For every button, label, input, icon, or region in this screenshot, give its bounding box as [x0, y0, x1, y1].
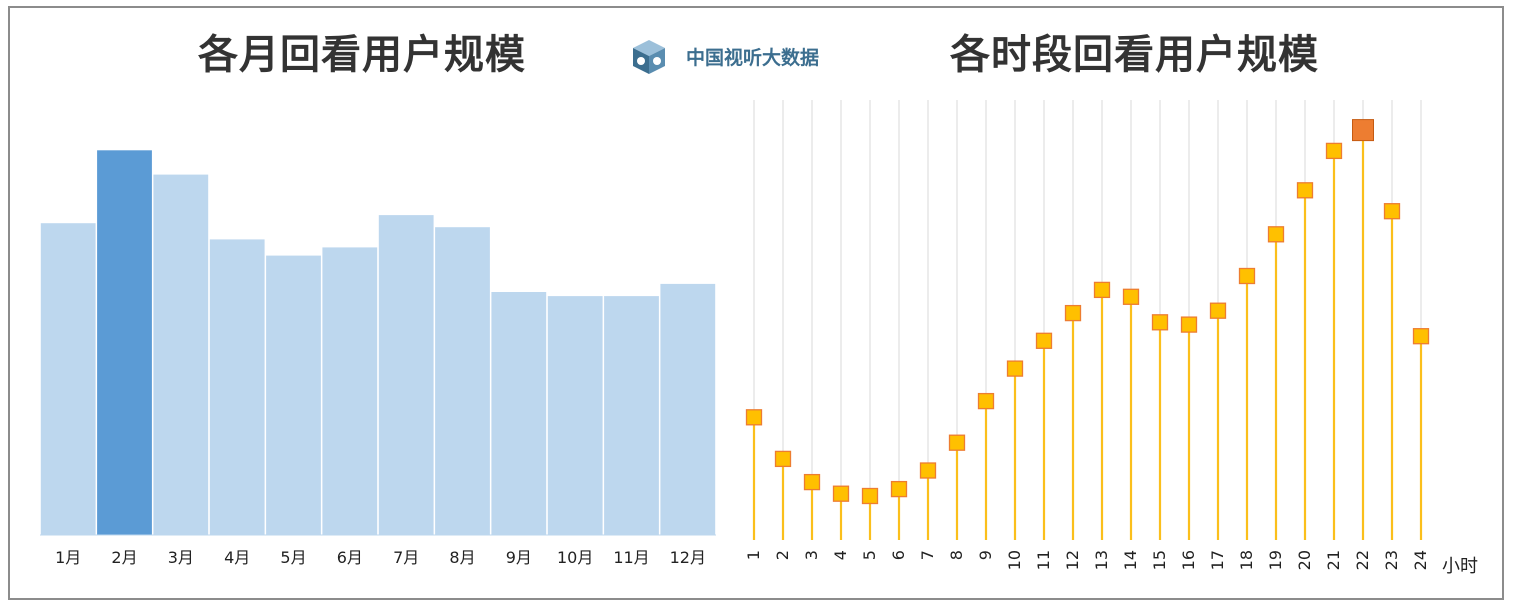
hour-tick-label: 3	[802, 550, 821, 560]
hour-tick-label: 21	[1324, 550, 1343, 570]
hour-tick-label: 9	[976, 550, 995, 560]
hour-tick-label: 7	[918, 550, 937, 560]
month-tick-label: 6月	[337, 548, 363, 567]
marker-4	[832, 485, 850, 502]
month-tick-label: 1月	[55, 548, 81, 567]
marker-2	[774, 450, 792, 468]
bar-11	[604, 296, 659, 535]
marker-21	[1325, 142, 1343, 160]
bar-2	[97, 150, 152, 536]
month-tick-label: 12月	[670, 548, 706, 567]
bar-9	[491, 292, 547, 535]
hour-tick-label: 2	[773, 550, 792, 560]
marker-1	[745, 409, 763, 426]
hour-tick-label: 17	[1208, 550, 1227, 570]
bar-6	[322, 247, 378, 535]
marker-10	[1006, 360, 1024, 377]
hour-tick-label: 19	[1266, 550, 1285, 570]
marker-16	[1180, 316, 1198, 333]
marker-6	[890, 480, 908, 498]
marker-24	[1412, 328, 1430, 345]
hour-tick-label: 22	[1353, 550, 1372, 570]
marker-8	[948, 434, 966, 451]
chart-frame	[8, 6, 1504, 600]
bar-1	[40, 223, 96, 535]
logo-text: 中国视听大数据	[686, 46, 820, 69]
bar-10	[547, 296, 603, 535]
month-tick-label: 2月	[111, 548, 137, 567]
marker-3	[803, 473, 821, 491]
hour-tick-label: 6	[889, 550, 908, 560]
hour-tick-label: 5	[860, 550, 879, 560]
bar-4	[209, 239, 265, 535]
hour-tick-label: 1	[744, 550, 763, 560]
hour-tick-label: 20	[1295, 550, 1314, 570]
bar-12	[660, 283, 716, 535]
hour-tick-label: 15	[1150, 550, 1169, 570]
hour-tick-label: 14	[1121, 550, 1140, 570]
marker-14	[1122, 288, 1140, 305]
bar-3	[153, 174, 209, 535]
month-tick-label: 4月	[224, 548, 250, 567]
hour-tick-label: 4	[831, 550, 850, 560]
marker-22	[1352, 119, 1374, 142]
hour-tick-label: 24	[1411, 550, 1430, 570]
month-tick-label: 5月	[280, 548, 306, 567]
marker-13	[1093, 281, 1111, 299]
marker-17	[1209, 302, 1227, 319]
marker-11	[1035, 332, 1053, 349]
month-tick-label: 8月	[449, 548, 475, 567]
hour-tick-label: 10	[1005, 550, 1024, 570]
marker-12	[1064, 304, 1082, 322]
tv-cube-icon	[633, 40, 665, 74]
marker-18	[1238, 267, 1256, 285]
marker-20	[1296, 182, 1314, 199]
hour-tick-label: 11	[1034, 550, 1053, 570]
bar-7	[378, 215, 434, 535]
marker-9	[977, 392, 995, 410]
bar-8	[435, 227, 490, 535]
month-tick-label: 11月	[613, 548, 649, 567]
marker-15	[1151, 314, 1169, 331]
marker-5	[861, 487, 879, 505]
marker-7	[919, 462, 937, 479]
hour-tick-label: 18	[1237, 550, 1256, 570]
hour-tick-label: 13	[1092, 550, 1111, 570]
logo: 中国视听大数据	[630, 36, 819, 76]
marker-19	[1267, 226, 1285, 243]
marker-23	[1383, 203, 1401, 220]
month-tick-label: 9月	[506, 548, 532, 567]
monthly-chart-title: 各月回看用户规模	[198, 32, 526, 78]
hour-tick-label: 16	[1179, 550, 1198, 570]
hourly-chart-title: 各时段回看用户规模	[950, 32, 1319, 78]
month-tick-label: 10月	[557, 548, 593, 567]
hour-tick-label: 12	[1063, 550, 1082, 570]
x-axis-unit-label: 小时	[1442, 556, 1478, 577]
month-tick-label: 3月	[168, 548, 194, 567]
hour-tick-label: 23	[1382, 550, 1401, 570]
month-tick-label: 7月	[393, 548, 419, 567]
bar-5	[266, 255, 321, 535]
hour-tick-label: 8	[947, 550, 966, 560]
